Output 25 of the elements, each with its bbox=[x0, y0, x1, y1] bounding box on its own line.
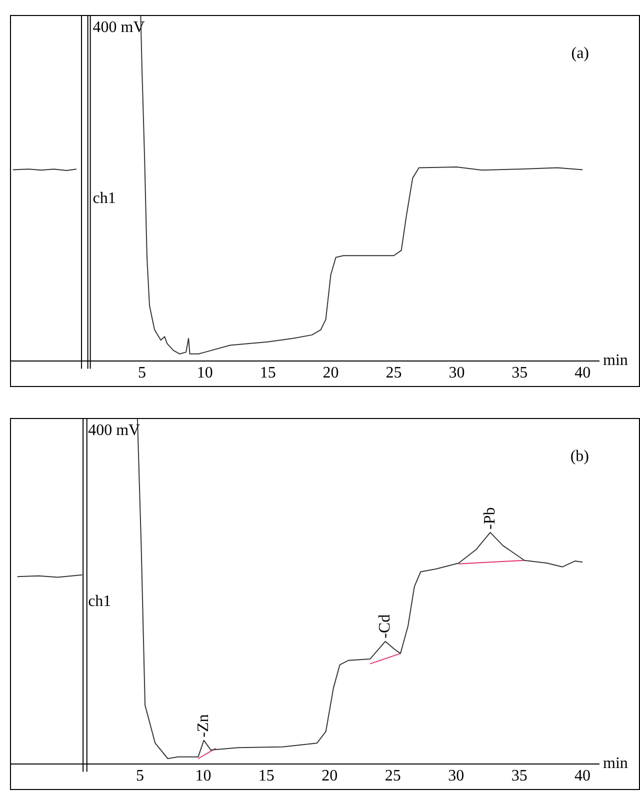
x-tick-label: 20 bbox=[322, 768, 338, 785]
annotation: -Cd bbox=[376, 614, 394, 638]
x-tick-label: 35 bbox=[512, 364, 528, 382]
annotation: -Pb bbox=[481, 507, 498, 530]
x-tick-label: 10 bbox=[195, 768, 212, 785]
text: (b) bbox=[570, 448, 589, 466]
x-axis-title: min bbox=[603, 755, 628, 772]
ref-line-label: ch1 bbox=[92, 190, 116, 207]
x-axis-title: min bbox=[603, 352, 628, 370]
x-tick-label: 35 bbox=[511, 768, 528, 785]
annotation: -Zn bbox=[195, 714, 212, 738]
x-tick-label: 25 bbox=[386, 364, 402, 382]
x-tick-label: 5 bbox=[138, 364, 146, 382]
ref-line-label: ch1 bbox=[88, 592, 112, 610]
text: (a) bbox=[571, 45, 589, 62]
x-tick-label: 20 bbox=[322, 364, 339, 382]
x-tick-label: 30 bbox=[448, 364, 465, 382]
x-tick-label: 40 bbox=[574, 768, 591, 785]
x-tick-label: 25 bbox=[384, 768, 401, 785]
x-tick-label: 15 bbox=[260, 364, 276, 382]
x-tick-label: 40 bbox=[574, 364, 591, 382]
x-tick-label: 30 bbox=[448, 768, 464, 785]
x-tick-label: 15 bbox=[258, 768, 274, 785]
x-tick-label: 10 bbox=[196, 364, 213, 382]
x-tick-label: 5 bbox=[136, 768, 144, 785]
